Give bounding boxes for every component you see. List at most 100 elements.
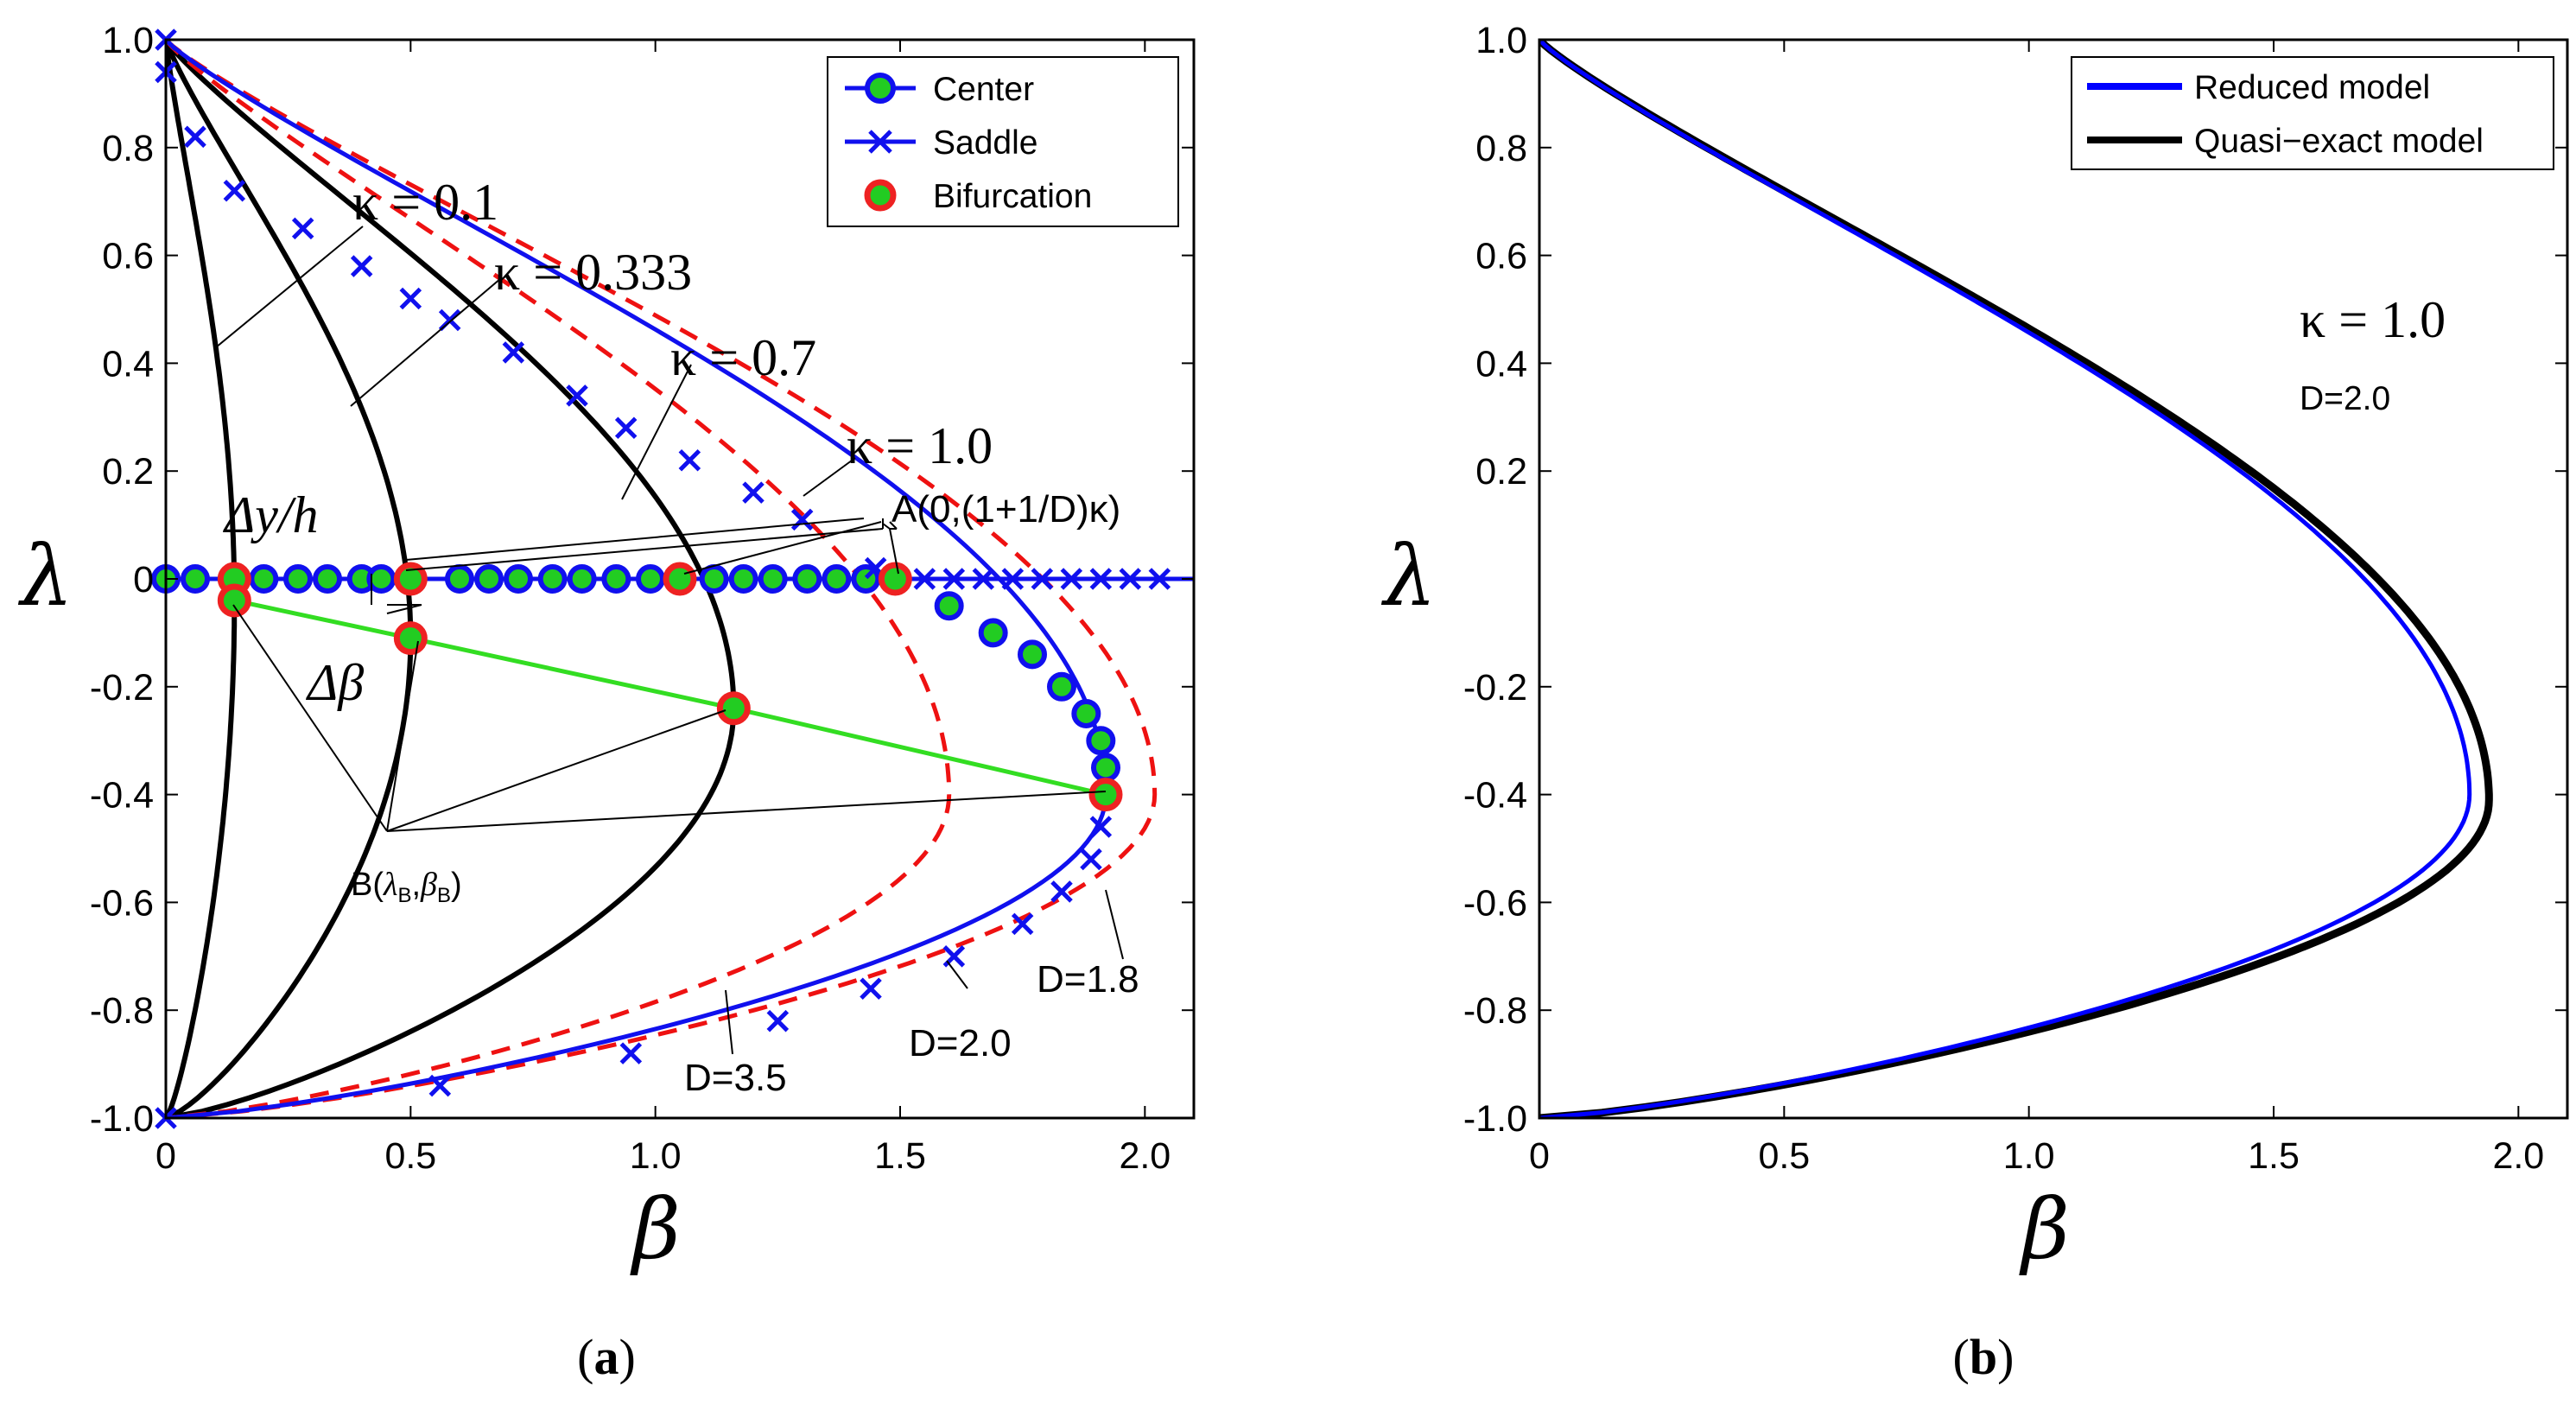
legend-bifurcation-marker (864, 179, 897, 212)
panel-b-curves (1539, 40, 2493, 1118)
saddle-point (1089, 568, 1113, 590)
a-ytick-label: -0.6 (90, 882, 154, 924)
a-ytick-label: 0.2 (102, 451, 154, 492)
saddle-point (566, 384, 588, 407)
bifurcation-point (716, 691, 751, 726)
saddle-point (790, 508, 814, 531)
center-point (792, 564, 822, 594)
panel-a-ticks: 0 0.5 1.0 1.5 2.0 1.0 0.8 0.6 0.4 0.2 0 -0.2 -0.4 -0.… (90, 20, 1194, 1177)
dy-leader-b (405, 528, 884, 571)
kappa-label-0-333: κ = 0.333 (494, 244, 692, 301)
panel-a: 0 0.5 1.0 1.5 2.0 1.0 0.8 0.6 0.4 0.2 0 -0.2 -0.4 -0.… (17, 20, 1196, 1385)
a-ytick-label: 0 (133, 559, 154, 600)
a-xtick-label: 0.5 (384, 1135, 436, 1177)
annotation-leaders (215, 226, 1124, 1055)
panel-b-kappa: κ = 1.0 (2300, 291, 2446, 348)
center-point (181, 564, 210, 594)
b-ytick-label: 1.0 (1475, 20, 1527, 61)
center-point (758, 564, 788, 594)
panel-b-xlabel: β (2019, 1181, 2070, 1278)
center-point (601, 564, 631, 594)
a-ytick-label: 0.8 (102, 128, 154, 169)
center-point (567, 564, 597, 594)
legend-center-label: Center (933, 71, 1034, 108)
panel-b: 0 0.5 1.0 1.5 2.0 1.0 0.8 0.6 0.4 0.2 -0.2 -0.4 -0.6… (1380, 20, 2569, 1385)
dy-label: Δy/h (223, 486, 319, 543)
legend-saddle-marker (868, 130, 892, 154)
saddle-point (223, 179, 246, 202)
panel-a-caption-close: ) (619, 1329, 636, 1385)
point-a-leader-tip (889, 521, 898, 530)
point-b-lambda-sub: B (397, 884, 411, 907)
panel-a-caption: (a) (577, 1329, 636, 1385)
saddle-point (1011, 912, 1034, 936)
saddle-point (860, 977, 882, 1001)
legend-b: Reduced model Quasi−exact model (2071, 56, 2554, 170)
saddle-point (766, 1009, 790, 1033)
bifurcation-point (217, 583, 251, 618)
b-ytick-label: -0.8 (1463, 990, 1527, 1032)
b-xtick-label: 1.5 (2248, 1135, 2300, 1177)
point-b-comma: , (411, 867, 421, 903)
point-a-leader-long (683, 521, 882, 575)
center-point (1086, 726, 1116, 756)
kappa-label-1-0: κ = 1.0 (847, 417, 993, 474)
saddle-point (1031, 568, 1054, 590)
reduced-model-curve (1539, 40, 2472, 1118)
legend-bifurcation-label: Bifurcation (933, 178, 1092, 215)
dy-leader-a (405, 518, 865, 561)
a-ytick-label: -0.2 (90, 667, 154, 708)
center-point (636, 564, 665, 594)
point-b-lambda: λ (383, 867, 397, 903)
legend-a: Center Saddle Bifurcation (827, 56, 1179, 227)
center-point (822, 564, 852, 594)
legend-reduced-label: Reduced model (2194, 69, 2430, 106)
panel-b-caption-open: ( (1953, 1329, 1970, 1385)
kappa-0-1-leader (215, 226, 364, 348)
d-1-8-leader (1105, 889, 1124, 960)
d-2-0-leader (946, 960, 968, 989)
d-label-3-5: D=3.5 (684, 1057, 787, 1099)
saddle-point (1148, 568, 1171, 590)
b-xtick-label: 0 (1529, 1135, 1550, 1177)
bifurcation-point (393, 621, 428, 656)
bifurcation-point (1088, 778, 1123, 812)
point-a-leader-short (882, 523, 891, 530)
saddle-point (399, 287, 422, 310)
saddle-point (913, 568, 936, 590)
saddle-point (350, 255, 373, 277)
bifurcation-connector (233, 598, 1107, 797)
d-label-2-0: D=2.0 (909, 1022, 1012, 1064)
bifurcation-point (878, 562, 912, 596)
panel-b-caption-letter: b (1970, 1329, 1997, 1385)
center-point (1047, 671, 1076, 702)
saddle-point (742, 481, 765, 504)
kappa-0-7-leader (621, 364, 692, 500)
a-ytick-label: -0.4 (90, 775, 154, 817)
center-point (699, 564, 729, 594)
b-ytick-label: 0.6 (1475, 236, 1527, 277)
center-point (504, 564, 533, 594)
point-b-label: B(λB,βB) (351, 867, 462, 907)
b-xtick-label: 2.0 (2492, 1135, 2544, 1177)
panel-a-caption-open: ( (577, 1329, 593, 1385)
panel-b-frame (1538, 38, 2569, 1120)
saddle-point (678, 448, 701, 472)
b-ytick-label: -1.0 (1463, 1098, 1527, 1140)
saddle-point (291, 217, 314, 240)
point-b-leader-4 (386, 791, 1107, 832)
a-xtick-label: 0 (155, 1135, 176, 1177)
saddle-point (972, 568, 995, 590)
center-point (978, 618, 1008, 648)
legend-saddle-label: Saddle (933, 124, 1037, 162)
kappa-label-0-1: κ = 0.1 (352, 174, 498, 231)
saddle-point (1060, 568, 1083, 590)
saddle-point (614, 416, 638, 440)
saddle-point (1089, 816, 1113, 838)
kappa-labels: κ = 0.1 κ = 0.333 κ = 0.7 κ = 1.0 (352, 174, 993, 474)
center-point (445, 564, 474, 594)
b-ytick-label: -0.4 (1463, 775, 1527, 817)
center-point (1071, 699, 1101, 728)
center-point (313, 564, 342, 594)
kappa-0-333-leader (350, 277, 502, 407)
